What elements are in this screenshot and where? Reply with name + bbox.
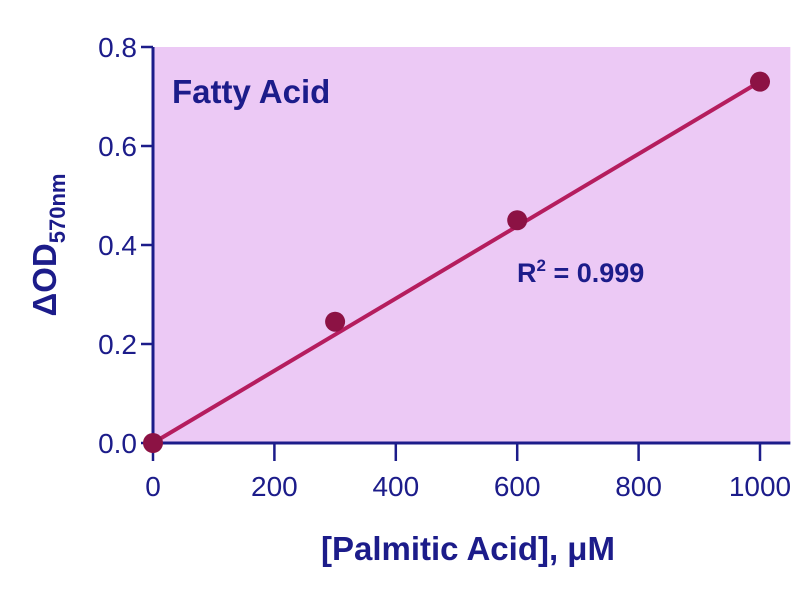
y-axis-label-main: ΔOD (26, 243, 63, 316)
x-tick-label: 200 (251, 471, 298, 502)
y-tick-label: 0.6 (98, 131, 137, 162)
fit-line (151, 79, 762, 445)
x-tick-label: 1000 (729, 471, 791, 502)
x-axis-label: [Palmitic Acid], μM (321, 530, 615, 567)
x-tick-label: 400 (372, 471, 419, 502)
y-tick-label: 0.2 (98, 329, 137, 360)
y-tick-label: 0.8 (98, 32, 137, 63)
data-point (143, 433, 163, 453)
x-tick-label: 600 (494, 471, 541, 502)
y-tick-label: 0.0 (98, 428, 137, 459)
r-squared-annotation: R2 = 0.999 (517, 256, 644, 288)
y-tick-label: 0.4 (98, 230, 137, 261)
r-label: R (517, 258, 537, 288)
data-point (325, 311, 346, 332)
x-tick-label: 800 (615, 471, 662, 502)
r-value: = 0.999 (546, 258, 644, 288)
y-axis-label-sub: 570nm (45, 174, 70, 244)
r-superscript: 2 (537, 256, 546, 275)
data-point (507, 210, 528, 231)
x-tick-label: 0 (145, 471, 161, 502)
y-axis-label: ΔOD570nm (26, 174, 70, 317)
data-point (750, 71, 770, 92)
plot-area (153, 47, 791, 443)
chart-title: Fatty Acid (172, 73, 330, 110)
